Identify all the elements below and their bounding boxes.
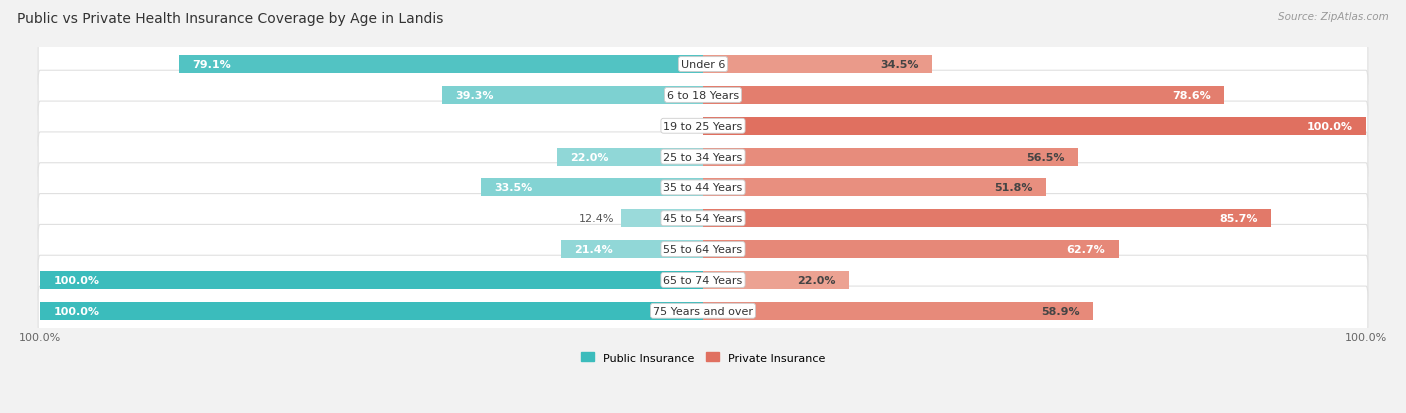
Bar <box>561 240 703 259</box>
Bar <box>703 240 1119 259</box>
Text: 75 Years and over: 75 Years and over <box>652 306 754 316</box>
Text: 33.5%: 33.5% <box>494 183 533 193</box>
Text: 55 to 64 Years: 55 to 64 Years <box>664 244 742 254</box>
Text: 45 to 54 Years: 45 to 54 Years <box>664 214 742 224</box>
Text: Source: ZipAtlas.com: Source: ZipAtlas.com <box>1278 12 1389 22</box>
Text: 56.5%: 56.5% <box>1026 152 1064 162</box>
Text: 51.8%: 51.8% <box>994 183 1033 193</box>
Text: 100.0%: 100.0% <box>53 275 100 285</box>
FancyBboxPatch shape <box>38 286 1368 336</box>
Bar <box>703 179 1046 197</box>
Text: 85.7%: 85.7% <box>1219 214 1258 224</box>
Bar <box>703 210 1271 228</box>
Bar <box>557 148 703 166</box>
Bar <box>703 118 1365 135</box>
Text: 22.0%: 22.0% <box>571 152 609 162</box>
Text: 39.3%: 39.3% <box>456 91 495 101</box>
Text: 58.9%: 58.9% <box>1042 306 1080 316</box>
Bar <box>703 271 849 289</box>
Text: 100.0%: 100.0% <box>1306 121 1353 131</box>
FancyBboxPatch shape <box>38 102 1368 151</box>
Text: 25 to 34 Years: 25 to 34 Years <box>664 152 742 162</box>
Text: Under 6: Under 6 <box>681 60 725 70</box>
Text: 100.0%: 100.0% <box>53 306 100 316</box>
Bar <box>703 148 1077 166</box>
Text: 79.1%: 79.1% <box>193 60 231 70</box>
Bar <box>41 302 703 320</box>
Text: 78.6%: 78.6% <box>1173 91 1211 101</box>
FancyBboxPatch shape <box>38 225 1368 274</box>
Bar <box>179 56 703 74</box>
Bar <box>41 271 703 289</box>
Bar <box>621 210 703 228</box>
Bar <box>703 56 932 74</box>
Text: 22.0%: 22.0% <box>797 275 835 285</box>
Text: 6 to 18 Years: 6 to 18 Years <box>666 91 740 101</box>
Text: 21.4%: 21.4% <box>575 244 613 254</box>
FancyBboxPatch shape <box>38 71 1368 120</box>
Text: 35 to 44 Years: 35 to 44 Years <box>664 183 742 193</box>
FancyBboxPatch shape <box>38 133 1368 182</box>
FancyBboxPatch shape <box>38 40 1368 90</box>
Bar <box>703 302 1094 320</box>
Bar <box>703 87 1225 104</box>
Legend: Public Insurance, Private Insurance: Public Insurance, Private Insurance <box>576 348 830 367</box>
Bar <box>481 179 703 197</box>
Text: 34.5%: 34.5% <box>880 60 918 70</box>
Text: 65 to 74 Years: 65 to 74 Years <box>664 275 742 285</box>
FancyBboxPatch shape <box>38 164 1368 213</box>
Text: 19 to 25 Years: 19 to 25 Years <box>664 121 742 131</box>
Text: 62.7%: 62.7% <box>1067 244 1105 254</box>
Bar <box>443 87 703 104</box>
Text: Public vs Private Health Insurance Coverage by Age in Landis: Public vs Private Health Insurance Cover… <box>17 12 443 26</box>
Text: 12.4%: 12.4% <box>579 214 614 224</box>
FancyBboxPatch shape <box>38 194 1368 243</box>
FancyBboxPatch shape <box>38 256 1368 305</box>
